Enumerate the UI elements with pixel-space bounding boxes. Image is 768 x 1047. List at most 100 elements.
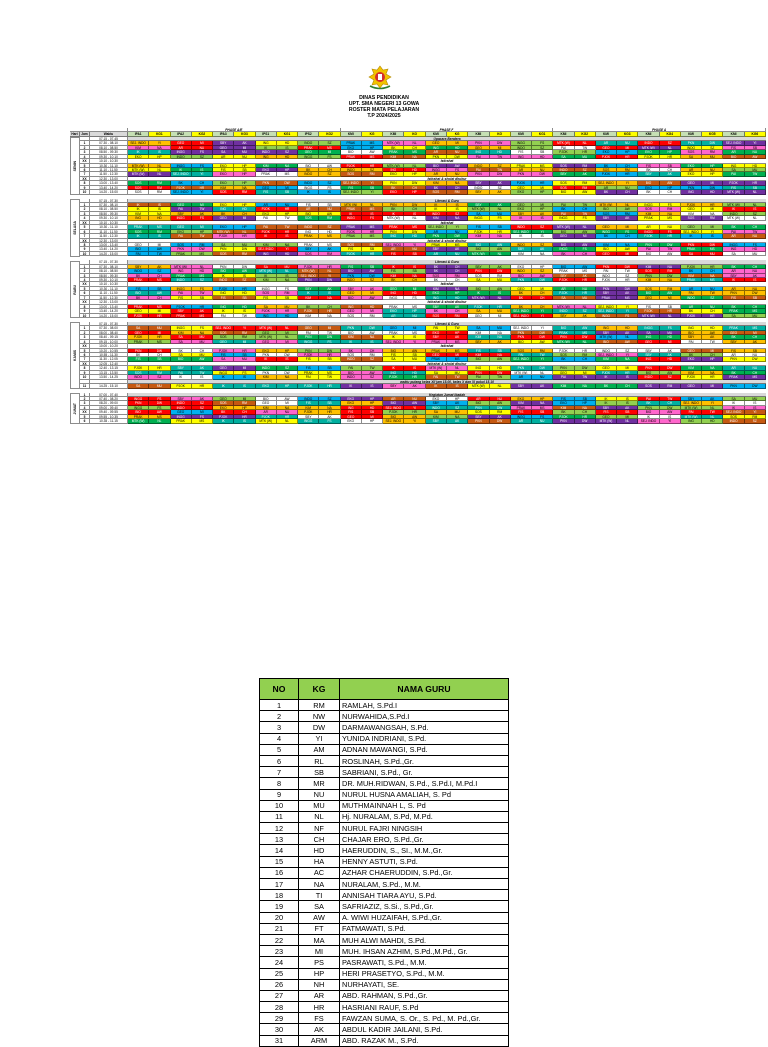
roster-cell: AW (489, 286, 511, 292)
roster-cell: AW (659, 251, 681, 257)
roster-cell: RM (149, 370, 171, 376)
roster-cell: FIS (553, 396, 575, 402)
teacher-no: 29 (259, 1012, 299, 1025)
roster-cell: PRAK (425, 242, 447, 248)
roster-jam: 5 (80, 414, 90, 420)
roster-cell: NA (702, 366, 724, 371)
roster-cell: MTK (W) (553, 304, 575, 310)
roster-cell: INGG (638, 326, 660, 331)
roster-cell: BIO (468, 286, 490, 292)
roster-cell: AR (638, 225, 660, 230)
roster-cell: MU (702, 251, 724, 257)
roster-cell: DW (744, 291, 766, 296)
roster-cell: NL (489, 251, 511, 257)
roster-cell: AW (149, 247, 171, 252)
roster-class-header: KMI (680, 132, 703, 137)
roster-waktu: 08.40 - 09.15 (90, 335, 128, 340)
roster-cell: DW (446, 234, 469, 239)
roster-cell: PJOK (340, 251, 362, 257)
teacher-no: 16 (259, 866, 299, 880)
roster-cell: HR (361, 251, 384, 257)
roster-cell: SBY (595, 330, 618, 336)
roster-cell: TW (489, 154, 511, 160)
roster-cell: INGG (425, 167, 447, 173)
roster-cell: SZ (191, 405, 214, 411)
roster-cell: KIM (595, 357, 618, 362)
roster-cell: SB (149, 286, 171, 292)
roster-cell: AK (319, 414, 341, 420)
roster-cell: PRAK (680, 278, 703, 283)
roster-cell: SEJ. INDO (128, 141, 150, 146)
roster-cell: FS (446, 167, 469, 173)
roster-cell: GEO (213, 366, 235, 371)
teacher-no: 30 (259, 1023, 299, 1036)
teacher-row: 9 NU NURUL HUSNA AMALIAH, S. Pd (259, 788, 509, 801)
roster-waktu: 14.20 - 15.00 (90, 251, 128, 257)
roster-row: 4 09.30 - 10.10 PRAK MS INDO SZ INDO SZ KIM NA PKN… (70, 278, 766, 283)
roster-cell: PKN (298, 278, 320, 283)
roster-cell: SEJ. INDO (595, 304, 618, 310)
roster-cell: HP (191, 229, 214, 235)
roster-cell: MI (532, 286, 554, 292)
roster-cell: SZ (446, 211, 469, 217)
roster-cell: SOS (128, 190, 150, 195)
roster-cell: IS (276, 234, 299, 239)
roster-cell: FS (659, 229, 681, 235)
roster-cell: HD (361, 304, 384, 310)
roster-cell: AR (383, 313, 405, 318)
roster-cell: PKN (213, 247, 235, 252)
roster-cell: MS (361, 225, 384, 230)
roster-cell: IK (638, 414, 660, 420)
roster-cell: SEJ. INDO (510, 326, 533, 331)
roster-cell: NL (659, 145, 681, 151)
roster-cell: TW (574, 145, 596, 151)
roster-class-header: IPA2 (170, 132, 192, 137)
roster-cell: INDO (298, 396, 320, 402)
roster-cell: IK (595, 396, 618, 402)
roster-row: 6 11.10 - 11.50 SOS RM EKO HP MTK (W) NL PJOK HR I… (70, 229, 766, 235)
roster-cell: MI (532, 185, 554, 191)
roster-cell: PKN (723, 357, 745, 362)
roster-cell: SBY (468, 339, 490, 345)
roster-cell: PAI (213, 313, 235, 318)
roster-cell: PAI (638, 396, 660, 402)
roster-cell: MI (276, 330, 299, 336)
roster-cell: SOS (425, 273, 447, 278)
roster-cell: YI (191, 190, 214, 195)
roster-cell: DW (659, 242, 681, 248)
roster-cell: BIO (340, 269, 362, 274)
roster-cell: FS (659, 203, 681, 208)
roster-cell: SBY (638, 353, 660, 358)
roster-cell: NL (702, 405, 724, 411)
roster-cell: NU (276, 410, 299, 415)
roster-cell: PJOK (213, 414, 235, 420)
roster-cell: DW (361, 326, 384, 331)
roster-row: 8 12.40 - 13.15 PJOK HR SBY AK GEO MI INDO SZ FIS S… (70, 366, 766, 371)
roster-cell: MI (149, 330, 171, 336)
roster-class-header: KMI (383, 132, 405, 137)
roster-waktu: 09.55 - 10.35 (90, 414, 128, 420)
roster-row: 3 08.50 - 09.30 KIM NA SBY AK BK CH EKO HP BIO AW IK… (70, 211, 766, 217)
roster-cell: CH (574, 410, 596, 415)
roster-cell: SZ (574, 309, 596, 314)
roster-cell: AK (489, 181, 511, 186)
roster-cell: YI (702, 401, 724, 406)
roster-cell: PAI (680, 339, 703, 345)
roster-cell: HR (404, 375, 426, 380)
roster-waktu: 13.40 - 14.20 (90, 185, 128, 191)
roster-cell: AR (723, 150, 745, 155)
roster-jam (80, 260, 90, 265)
roster-cell: BK (595, 190, 618, 195)
roster-cell: NU (532, 375, 554, 380)
roster-cell: BK (425, 309, 447, 314)
roster-cell: IK (510, 216, 533, 221)
teacher-name: HAERUDDIN, S., SI., M.M.,Gr. (339, 844, 509, 857)
roster-cell: NU (744, 269, 766, 274)
roster-cell: GEO (425, 141, 447, 146)
roster-cell: FIS (128, 286, 150, 292)
roster-cell: HR (319, 384, 341, 389)
roster-row: 11 14.25 - 15.10 SA MU PJOK HR IK IS EKO HP PJOK HR… (70, 384, 766, 389)
roster-cell: INGG (638, 203, 660, 208)
roster-cell: HP (361, 419, 384, 424)
roster-cell: MS (446, 357, 469, 362)
